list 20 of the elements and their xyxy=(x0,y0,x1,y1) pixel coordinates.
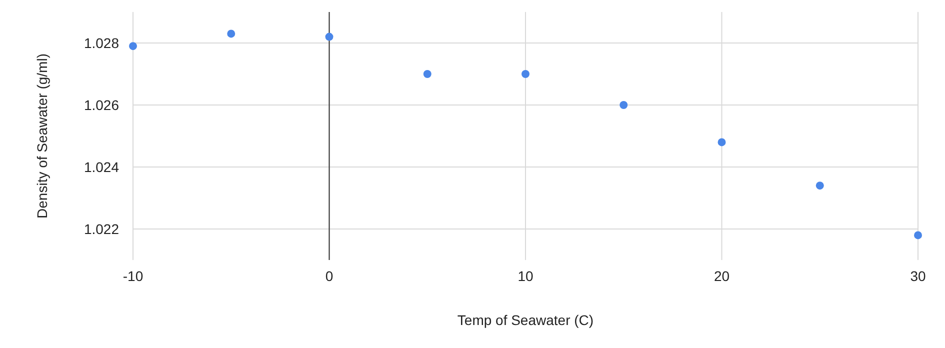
y-tick-label: 1.026 xyxy=(84,97,120,113)
x-tick-label: 30 xyxy=(910,268,926,284)
x-tick-label: 20 xyxy=(714,268,730,284)
x-axis-title: Temp of Seawater (C) xyxy=(457,312,594,328)
point xyxy=(718,138,726,146)
point xyxy=(325,32,334,41)
point xyxy=(522,70,530,78)
y-tick-label: 1.024 xyxy=(84,159,120,175)
point xyxy=(914,231,922,240)
point xyxy=(620,101,628,109)
y-tick-label: 1.028 xyxy=(84,35,120,51)
x-tick-label: -10 xyxy=(122,268,144,284)
point xyxy=(816,182,824,190)
point xyxy=(227,30,236,38)
point xyxy=(129,42,137,50)
y-axis-title: Density of Seawater (g/ml) xyxy=(34,54,50,218)
point xyxy=(423,70,432,78)
x-tick-label: 10 xyxy=(518,268,534,284)
y-tick-label: 1.022 xyxy=(84,221,120,237)
x-tick-label: 0 xyxy=(325,268,334,284)
